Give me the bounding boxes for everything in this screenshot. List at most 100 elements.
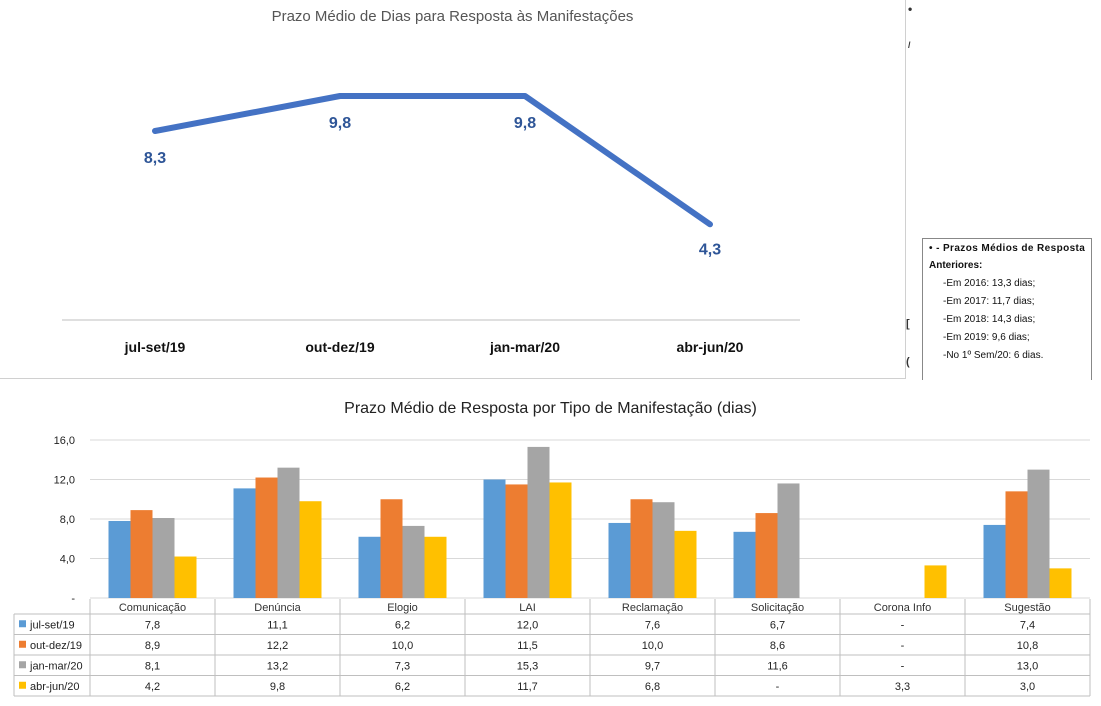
top-chart-panel: Prazo Médio de Dias para Resposta às Man… — [0, 0, 906, 379]
bar — [152, 518, 175, 598]
table-cell: 10,0 — [642, 640, 663, 652]
bar — [1027, 469, 1050, 598]
bar — [255, 477, 278, 598]
bar — [983, 524, 1006, 598]
table-cell: 13,2 — [267, 660, 288, 672]
legend-swatch — [19, 640, 26, 648]
table-cell: 8,9 — [145, 640, 160, 652]
table-cell: 15,3 — [517, 660, 538, 672]
table-cell: 4,2 — [145, 681, 160, 693]
bar — [527, 446, 550, 598]
bottom-chart-panel: Prazo Médio de Resposta por Tipo de Mani… — [0, 380, 1101, 706]
table-cell: 11,1 — [267, 619, 288, 631]
series-line — [152, 93, 713, 228]
table-cell: 3,0 — [1020, 681, 1035, 693]
table-cell: 7,4 — [1020, 619, 1035, 631]
table-cell: 11,7 — [517, 681, 538, 693]
bar — [233, 488, 256, 598]
bar-chart-title: Prazo Médio de Resposta por Tipo de Mani… — [344, 400, 757, 417]
note-heading: • - Prazos Médios de Resposta — [929, 243, 1086, 254]
legend-label: out-dez/19 — [30, 640, 82, 652]
bar — [380, 499, 403, 598]
table-cell: - — [776, 681, 780, 693]
bar — [630, 499, 653, 598]
y-tick-label: 12,0 — [54, 475, 75, 487]
bar — [130, 510, 153, 598]
table-cell: 7,6 — [645, 619, 660, 631]
side-bullet-mark: • — [908, 2, 913, 16]
bar — [108, 520, 131, 598]
category-label: Reclamação — [622, 602, 683, 614]
table-cell: 11,5 — [517, 640, 538, 652]
x-tick-label: jul-set/19 — [124, 339, 186, 355]
legend-swatch — [19, 620, 26, 628]
table-cell: - — [901, 619, 905, 631]
category-label: LAI — [519, 602, 536, 614]
bar — [755, 513, 778, 598]
note-subheading: Anteriores: — [929, 260, 983, 271]
bar — [924, 565, 947, 598]
table-cell: 7,3 — [395, 660, 410, 672]
bar — [505, 484, 528, 598]
bar — [277, 467, 300, 598]
table-cell: 10,0 — [392, 640, 413, 652]
side-edge-mark: [ — [906, 318, 910, 330]
y-tick-label: 16,0 — [54, 435, 75, 447]
table-cell: 8,1 — [145, 660, 160, 672]
legend-swatch — [19, 681, 26, 689]
bar — [608, 522, 631, 598]
table-cell: 6,8 — [645, 681, 660, 693]
category-label: Sugestão — [1004, 602, 1050, 614]
x-tick-label: out-dez/19 — [305, 339, 374, 355]
note-line: -Em 2017: 11,7 dias; — [943, 296, 1035, 307]
bar — [299, 501, 322, 598]
table-cell: 7,8 — [145, 619, 160, 631]
data-label: 8,3 — [144, 150, 166, 167]
bar — [402, 525, 425, 598]
x-tick-label: abr-jun/20 — [677, 339, 744, 355]
table-cell: 6,7 — [770, 619, 785, 631]
x-tick-label: jan-mar/20 — [489, 339, 560, 355]
table-cell: 9,7 — [645, 660, 660, 672]
category-label: Comunicação — [119, 602, 186, 614]
table-cell: 12,0 — [517, 619, 538, 631]
table-cell: 11,6 — [767, 660, 788, 672]
bar — [549, 482, 572, 598]
legend-label: jan-mar/20 — [29, 660, 83, 672]
category-label: Elogio — [387, 602, 418, 614]
table-cell: 10,8 — [1017, 640, 1038, 652]
y-tick-label: 8,0 — [60, 514, 75, 526]
note-line: -Em 2016: 13,3 dias; — [943, 278, 1036, 289]
legend-label: abr-jun/20 — [30, 681, 80, 693]
bar — [483, 479, 506, 598]
bar — [358, 536, 381, 598]
note-line: -No 1º Sem/20: 6 dias. — [943, 350, 1044, 361]
table-cell: 13,0 — [1017, 660, 1038, 672]
table-cell: - — [901, 660, 905, 672]
bar — [424, 536, 447, 598]
table-cell: 9,8 — [270, 681, 285, 693]
side-edge-mark: ( — [906, 356, 910, 368]
side-edge-mark: / — [908, 40, 911, 50]
y-tick-label: 4,0 — [60, 554, 75, 566]
bar — [652, 502, 675, 598]
table-cell: 8,6 — [770, 640, 785, 652]
line-chart: 8,3 jul-set/19 9,8 out-dez/19 9,8 jan-mar/20 4… — [62, 93, 800, 355]
table-cell: 6,2 — [395, 681, 410, 693]
bar — [777, 483, 800, 598]
data-label: 9,8 — [514, 115, 536, 132]
data-label: 9,8 — [329, 115, 351, 132]
note-line: -Em 2019: 9,6 dias; — [943, 332, 1030, 343]
bar — [1005, 491, 1028, 598]
table-cell: 3,3 — [895, 681, 910, 693]
table-cell: - — [901, 640, 905, 652]
previous-deadlines-note: • - Prazos Médios de Resposta Anteriores… — [922, 238, 1092, 381]
note-line: -Em 2018: 14,3 dias; — [943, 314, 1036, 325]
data-label: 4,3 — [699, 241, 721, 258]
y-tick-label: - — [71, 593, 75, 605]
category-label: Solicitação — [751, 602, 804, 614]
legend-swatch — [19, 661, 26, 669]
line-chart-title: Prazo Médio de Dias para Resposta às Man… — [271, 8, 634, 25]
bar — [174, 556, 197, 598]
category-label: Denúncia — [254, 602, 301, 614]
